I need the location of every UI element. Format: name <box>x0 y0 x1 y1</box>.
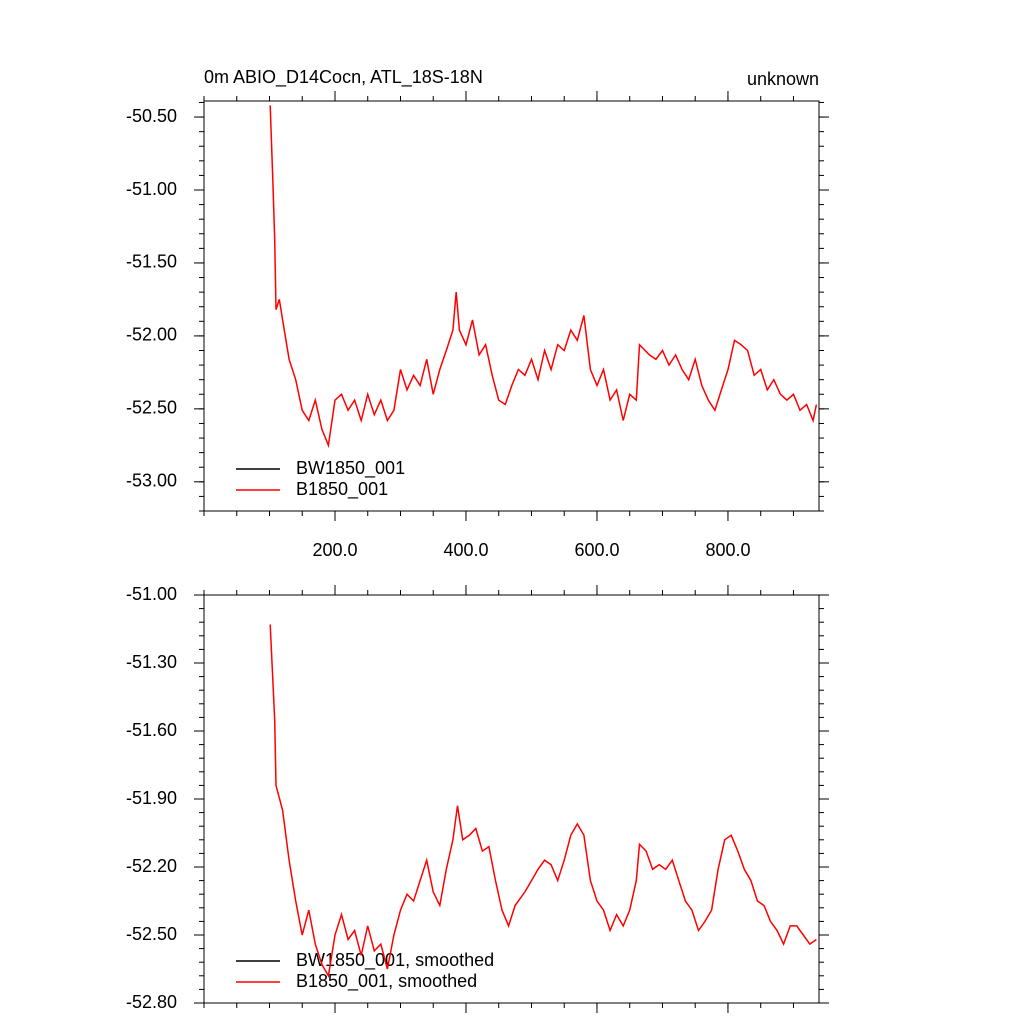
y-tick-label: -52.00 <box>126 325 177 345</box>
y-tick-label: -51.00 <box>126 584 177 604</box>
plot-frame <box>203 594 820 1004</box>
legend-label: B1850_001 <box>296 479 388 500</box>
y-tick-label: -51.60 <box>126 720 177 740</box>
y-tick-label: -52.50 <box>126 924 177 944</box>
legend-label: B1850_001, smoothed <box>296 971 477 992</box>
y-tick-label: -52.50 <box>126 398 177 418</box>
y-tick-label: -52.20 <box>126 856 177 876</box>
y-tick-label: -51.50 <box>126 252 177 272</box>
y-tick-label: -52.80 <box>126 992 177 1012</box>
y-tick-label: -51.90 <box>126 788 177 808</box>
right-title: unknown <box>747 69 819 89</box>
x-tick-label: 600.0 <box>574 540 619 560</box>
legend-label: BW1850_001 <box>296 458 405 479</box>
plot-frame <box>203 100 820 512</box>
y-tick-label: -53.00 <box>126 471 177 491</box>
x-tick-label: 400.0 <box>443 540 488 560</box>
series-line <box>269 624 817 979</box>
y-tick-label: -51.30 <box>126 652 177 672</box>
y-tick-label: -50.50 <box>126 106 177 126</box>
series-line <box>269 105 818 449</box>
y-tick-label: -51.00 <box>126 179 177 199</box>
legend-label: BW1850_001, smoothed <box>296 950 494 971</box>
x-tick-label: 800.0 <box>705 540 750 560</box>
x-tick-label: 200.0 <box>312 540 357 560</box>
chart-title: 0m ABIO_D14Cocn, ATL_18S-18N <box>204 67 483 88</box>
